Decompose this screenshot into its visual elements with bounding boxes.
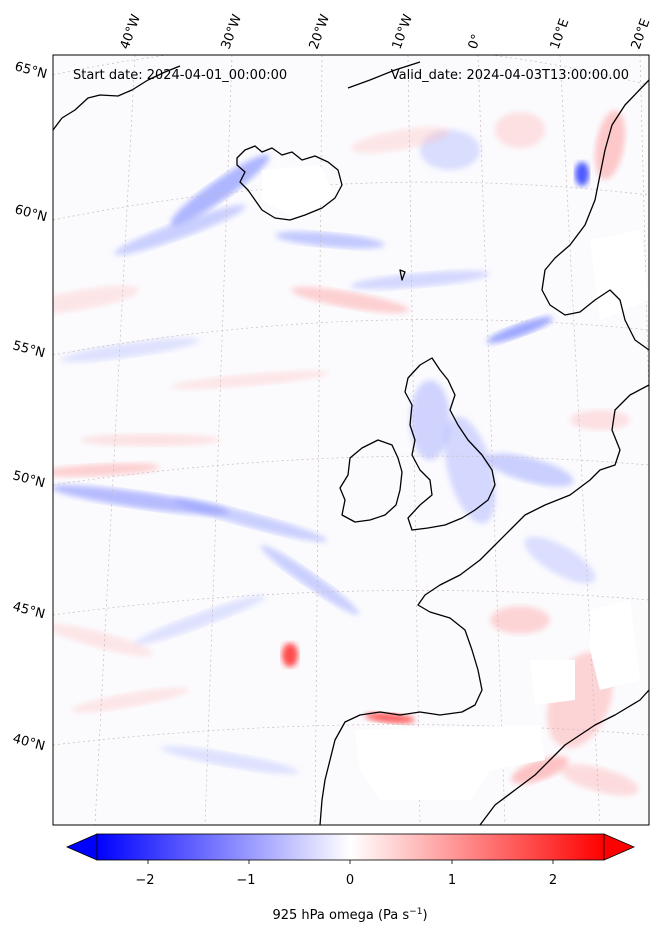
omega-blob xyxy=(561,764,639,796)
cb-tick-m2: −2 xyxy=(135,873,154,888)
omega-blob xyxy=(275,231,385,249)
omega-blob xyxy=(60,338,200,362)
graticule xyxy=(53,55,649,825)
omega-blob xyxy=(114,204,246,256)
omega-blob xyxy=(170,370,330,390)
omega-blob xyxy=(282,643,298,667)
omega-blob xyxy=(260,545,360,615)
tick-0: 0° xyxy=(466,32,485,51)
omega-blob xyxy=(290,286,410,314)
start-date-label: Start date: 2024-04-01_00:00:00 xyxy=(73,68,287,83)
tick-60n: 60°N xyxy=(13,202,49,225)
omega-blob xyxy=(495,112,545,148)
omega-blob xyxy=(53,485,230,515)
cb-tick-2: 2 xyxy=(549,873,557,888)
colorbar-right-extend xyxy=(603,833,636,861)
omega-blob xyxy=(524,536,596,584)
omega-blob xyxy=(570,410,630,430)
tick-30w: 30°W xyxy=(219,12,245,51)
tick-20e: 20°E xyxy=(629,17,654,52)
cb-tick-m1: −1 xyxy=(236,873,255,888)
omega-blob xyxy=(490,606,550,634)
colorbar-left-extend xyxy=(65,833,98,861)
omega-blob xyxy=(53,285,140,315)
omega-blob xyxy=(350,126,450,154)
omega-blob xyxy=(444,416,496,524)
omega-blob xyxy=(486,453,574,487)
omega-blob xyxy=(53,623,154,657)
omega-blob xyxy=(134,595,266,645)
top-tick-labels: 40°W 30°W 20°W 10°W 0° 10°E 20°E xyxy=(118,12,654,51)
map-frame xyxy=(52,54,650,826)
tick-45n: 45°N xyxy=(11,599,47,622)
omega-blob xyxy=(80,434,220,446)
tick-50n: 50°N xyxy=(11,468,47,491)
left-tick-labels: 65°N 60°N 55°N 50°N 45°N 40°N xyxy=(11,59,49,754)
omega-blob xyxy=(53,463,160,477)
colorbar-label: 925 hPa omega (Pa s−1) xyxy=(272,907,427,923)
omega-blob xyxy=(350,270,490,290)
tick-20w: 20°W xyxy=(307,12,333,51)
omega-blob xyxy=(487,316,553,344)
coastlines xyxy=(53,61,649,825)
colorbar-ticks xyxy=(147,860,554,864)
cb-tick-0: 0 xyxy=(346,873,354,888)
omega-blob xyxy=(410,380,450,460)
omega-blob xyxy=(172,498,328,542)
map-panel xyxy=(52,54,650,826)
tick-40n: 40°N xyxy=(11,731,47,754)
omega-blob xyxy=(575,162,589,186)
tick-10e: 10°E xyxy=(548,17,573,52)
omega-blob xyxy=(161,746,299,774)
land-mask xyxy=(262,165,649,800)
valid-date-label: Valid_date: 2024-04-03T13:00:00.00 xyxy=(391,68,629,83)
omega-field xyxy=(53,110,639,796)
tick-65n: 65°N xyxy=(13,59,49,82)
colorbar-body xyxy=(96,833,605,861)
tick-55n: 55°N xyxy=(11,338,47,361)
tick-40w: 40°W xyxy=(118,12,144,51)
colorbar: −2 −1 0 1 2 925 hPa omega (Pa s−1) xyxy=(65,833,636,923)
tick-10w: 10°W xyxy=(390,12,416,51)
omega-blob xyxy=(70,687,190,713)
cb-tick-1: 1 xyxy=(448,873,456,888)
